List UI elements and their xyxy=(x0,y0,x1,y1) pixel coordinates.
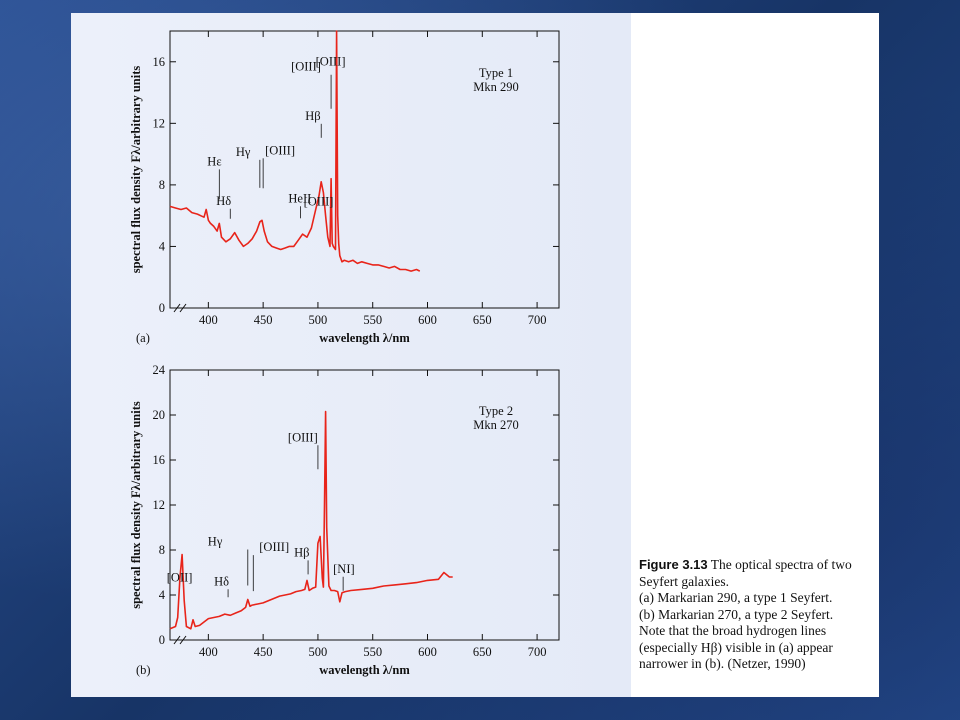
legend-text: Mkn 270 xyxy=(473,418,519,432)
line-annotation: [OIII] xyxy=(304,195,334,209)
y-tick-label: 4 xyxy=(159,239,166,253)
x-tick-label: 500 xyxy=(309,645,328,659)
spectra-figure: 400 450 500 550 600 650 700 0 4 8 12 16 wavelength λ… xyxy=(129,30,560,677)
line-annotation: Hδ xyxy=(214,574,229,588)
plot-frame xyxy=(169,30,560,309)
caption-title-text: The optical spectra of two Seyfert galax… xyxy=(639,557,852,589)
line-annotation: [OIII] xyxy=(291,60,321,74)
line-annotation: [OIII] xyxy=(316,55,346,69)
spectrum-line xyxy=(169,410,453,630)
x-tick-label: 550 xyxy=(363,645,382,659)
panel-label: (a) xyxy=(136,331,150,345)
x-axis-label: wavelength λ/nm xyxy=(319,663,410,677)
caption-line-a: (a) Markarian 290, a type 1 Seyfert. xyxy=(639,590,833,605)
y-tick-label: 12 xyxy=(153,498,166,512)
line-annotation: Hε xyxy=(207,154,221,168)
x-axis-label: wavelength λ/nm xyxy=(319,331,410,345)
caption-line-b: (b) Markarian 270, a type 2 Seyfert. xyxy=(639,606,834,622)
x-tick-label: 500 xyxy=(309,313,328,327)
line-annotation: Hδ xyxy=(216,194,231,208)
slide-page: 400 450 500 550 600 650 700 0 4 8 12 16 wavelength λ… xyxy=(71,13,879,697)
line-annotation: [OIII] xyxy=(265,143,295,157)
y-tick-label: 4 xyxy=(159,588,166,602)
figure-caption: Figure 3.13 The optical spectra of two S… xyxy=(639,557,875,673)
y-tick-label: 20 xyxy=(153,408,166,422)
caption-figure-number: Figure 3.13 xyxy=(639,557,708,572)
y-tick-label: 16 xyxy=(153,55,166,69)
x-tick-label: 600 xyxy=(418,313,437,327)
figure-page xyxy=(71,13,631,697)
legend-text: Mkn 290 xyxy=(473,80,519,94)
axis-break-mark xyxy=(173,303,181,313)
y-tick-label: 24 xyxy=(153,363,166,377)
x-tick-label: 700 xyxy=(528,645,547,659)
axis-break-mark xyxy=(179,303,187,313)
line-annotation: HeII xyxy=(288,191,311,205)
y-tick-label: 0 xyxy=(159,301,165,315)
spectrum-line xyxy=(169,30,421,272)
line-annotation: [NI] xyxy=(333,562,355,576)
line-annotation: Hβ xyxy=(305,109,320,123)
x-tick-label: 550 xyxy=(363,313,382,327)
x-tick-label: 450 xyxy=(254,313,273,327)
y-tick-label: 8 xyxy=(159,178,165,192)
panel-label: (b) xyxy=(136,663,151,677)
x-tick-label: 650 xyxy=(473,645,492,659)
y-tick-label: 0 xyxy=(159,633,165,647)
x-tick-label: 650 xyxy=(473,313,492,327)
line-annotation: Hβ xyxy=(294,545,309,559)
line-annotation: [OIII] xyxy=(259,540,289,554)
x-tick-label: 400 xyxy=(199,645,218,659)
axis-break-mark xyxy=(179,635,187,645)
y-tick-label: 16 xyxy=(153,453,166,467)
y-axis-label: spectral flux density Fλ/arbitrary units xyxy=(129,401,143,609)
y-tick-label: 12 xyxy=(153,116,166,130)
line-annotation: Hγ xyxy=(236,145,251,159)
x-tick-label: 700 xyxy=(528,313,547,327)
axis-break-mark xyxy=(173,635,181,645)
line-annotation: [OIII] xyxy=(288,430,318,444)
caption-title: Figure 3.13 The optical spectra of two S… xyxy=(639,557,875,590)
y-tick-label: 8 xyxy=(159,543,165,557)
line-annotation: Hγ xyxy=(208,535,223,549)
legend-text: Type 2 xyxy=(479,404,513,418)
legend-text: Type 1 xyxy=(479,66,513,80)
x-tick-label: 600 xyxy=(418,645,437,659)
x-tick-label: 450 xyxy=(254,645,273,659)
caption-note: Note that the broad hydrogen lines (espe… xyxy=(639,623,833,671)
line-annotation: [OII] xyxy=(167,571,193,585)
x-tick-label: 400 xyxy=(199,313,218,327)
y-axis-label: spectral flux density Fλ/arbitrary units xyxy=(129,66,143,274)
